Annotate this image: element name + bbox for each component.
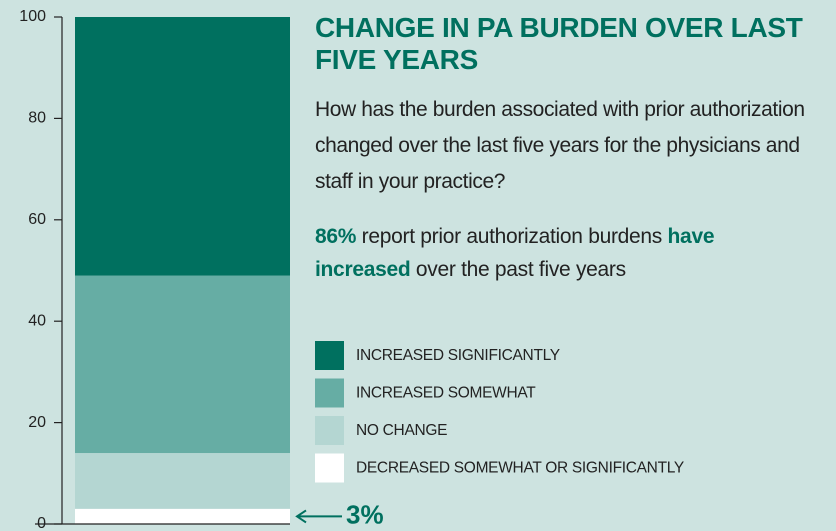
bar-segment <box>75 17 290 276</box>
value-label: 3% <box>346 499 384 529</box>
legend-label: INCREASED SIGNIFICANTLY <box>356 347 560 364</box>
annotation-text: report prior authorization burdens <box>356 225 668 248</box>
legend-swatch <box>315 416 344 445</box>
bar-segment <box>75 508 290 524</box>
legend-label: DECREASED SOMEWHAT OR SIGNIFICANTLY <box>356 460 684 477</box>
y-tick-label: 20 <box>28 414 46 431</box>
y-tick-label: 0 <box>37 515 46 531</box>
y-tick-label: 80 <box>28 110 46 127</box>
legend-swatch <box>315 341 344 370</box>
y-tick-label: 60 <box>28 211 46 228</box>
chart-title: CHANGE IN PA BURDEN OVER LAST FIVE YEARS <box>315 12 803 75</box>
legend-swatch <box>315 453 344 483</box>
highlight: 86% <box>315 225 357 248</box>
annotation: 86% report prior authorization burdens h… <box>315 220 735 286</box>
legend-swatch <box>315 378 344 408</box>
subtitle: How has the burden associated with prior… <box>315 98 805 193</box>
y-tick-label: 100 <box>19 8 46 25</box>
legend-label: NO CHANGE <box>356 422 447 439</box>
legend-label: INCREASED SOMEWHAT <box>356 385 536 402</box>
annotation-text: over the past five years <box>410 258 626 281</box>
bar-segment <box>75 453 290 509</box>
bar-segment <box>75 275 290 454</box>
arrow <box>295 509 342 524</box>
highlight: have increased <box>315 225 715 281</box>
y-tick-label: 40 <box>28 312 46 329</box>
